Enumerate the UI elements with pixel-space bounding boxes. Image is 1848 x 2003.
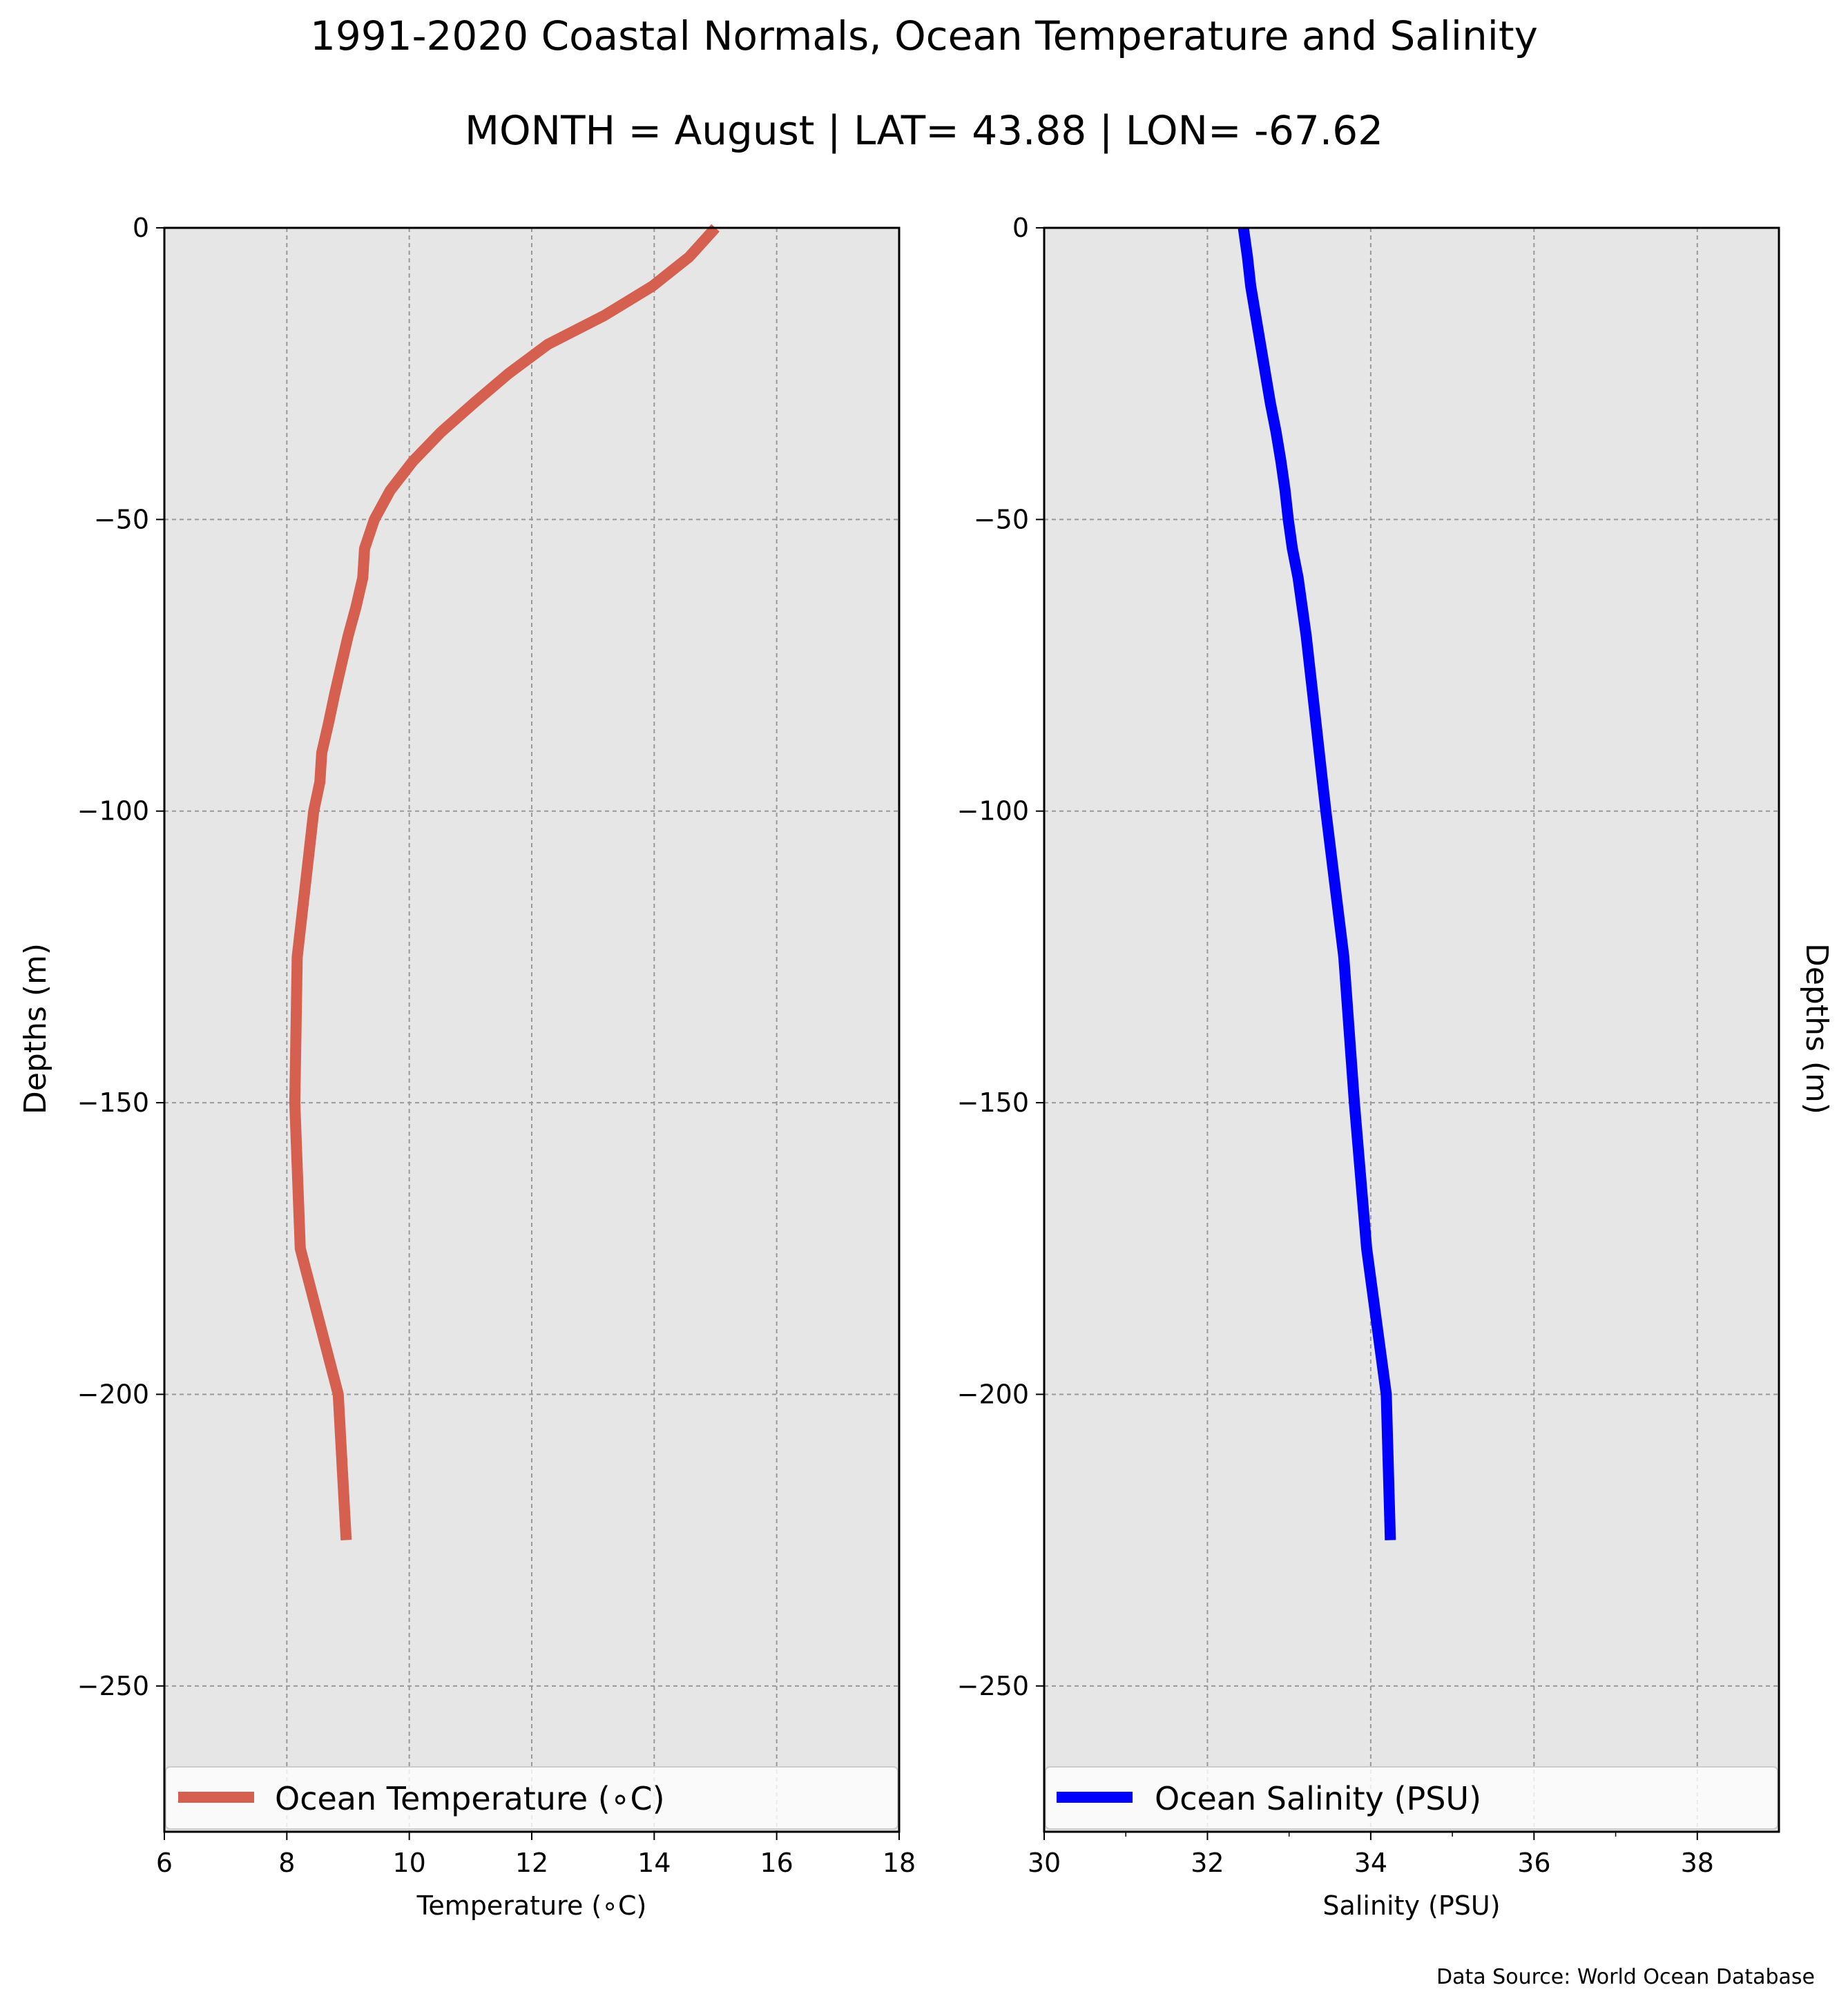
temperature-series-line [289, 224, 720, 1541]
salinity-grid [1044, 228, 1779, 1832]
temperature-y-axis-label: Depths (m) [18, 943, 53, 1114]
temperature-y-tick-label: −100 [77, 796, 149, 826]
salinity-y-tick-label: 0 [1012, 213, 1029, 243]
salinity-y-axis-label: Depths (m) [1799, 943, 1834, 1114]
temperature-ticks: 6 8 10 12 14 16 18 0 −50 −100 −150 −200 −250 [77, 213, 916, 1878]
salinity-x-tick-label: 36 [1517, 1848, 1550, 1878]
salinity-y-tick-label: −250 [957, 1671, 1029, 1701]
salinity-x-tick-label: 38 [1681, 1848, 1714, 1878]
temperature-x-tick-label: 6 [156, 1848, 173, 1878]
temperature-x-tick-label: 12 [515, 1848, 548, 1878]
temperature-x-tick-label: 18 [883, 1848, 916, 1878]
data-source-note: Data Source: World Ocean Database [1436, 1965, 1815, 1989]
temperature-y-tick-label: −250 [77, 1671, 149, 1701]
salinity-x-axis-label: Salinity (PSU) [1322, 1890, 1500, 1921]
temperature-panel: 6 8 10 12 14 16 18 0 −50 −100 −150 −200 −250 Ocean T… [18, 213, 916, 1921]
salinity-plot-frame [1043, 226, 1780, 1833]
temperature-legend-label: Ocean Temperature (∘C) [275, 1780, 665, 1817]
salinity-series-line [1238, 226, 1396, 1540]
temperature-y-tick-label: 0 [133, 213, 149, 243]
chart-subtitle: MONTH = August | LAT= 43.88 | LON= -67.6… [464, 107, 1383, 154]
temperature-x-tick-label: 14 [637, 1848, 671, 1878]
chart-title: 1991-2020 Coastal Normals, Ocean Tempera… [310, 12, 1538, 59]
temperature-x-tick-label: 16 [760, 1848, 793, 1878]
salinity-x-tick-label: 34 [1354, 1848, 1387, 1878]
salinity-y-tick-label: −100 [957, 796, 1029, 826]
temperature-y-tick-label: −50 [94, 504, 149, 534]
salinity-y-tick-label: −150 [957, 1087, 1029, 1118]
temperature-x-tick-label: 8 [278, 1848, 295, 1878]
temperature-x-tick-label: 10 [392, 1848, 425, 1878]
temperature-y-tick-label: −150 [77, 1087, 149, 1118]
temperature-plot-frame [163, 226, 901, 1833]
salinity-legend-box [1045, 1766, 1778, 1830]
salinity-y-tick-label: −200 [957, 1379, 1029, 1409]
salinity-panel: 30 32 34 36 38 0 −50 −100 −150 −200 −250 Ocean Sal… [957, 213, 1834, 1921]
temperature-legend-box [165, 1766, 898, 1830]
salinity-y-tick-label: −50 [974, 504, 1029, 534]
temperature-y-tick-label: −200 [77, 1379, 149, 1409]
salinity-x-tick-label: 32 [1191, 1848, 1224, 1878]
salinity-ticks: 30 32 34 36 38 0 −50 −100 −150 −200 −250 [957, 213, 1714, 1878]
temperature-grid [164, 228, 899, 1832]
salinity-legend-label: Ocean Salinity (PSU) [1155, 1780, 1481, 1817]
temperature-x-axis-label: Temperature (∘C) [416, 1890, 647, 1921]
salinity-x-tick-label: 30 [1028, 1848, 1061, 1878]
salinity-plot-area [1044, 228, 1779, 1832]
